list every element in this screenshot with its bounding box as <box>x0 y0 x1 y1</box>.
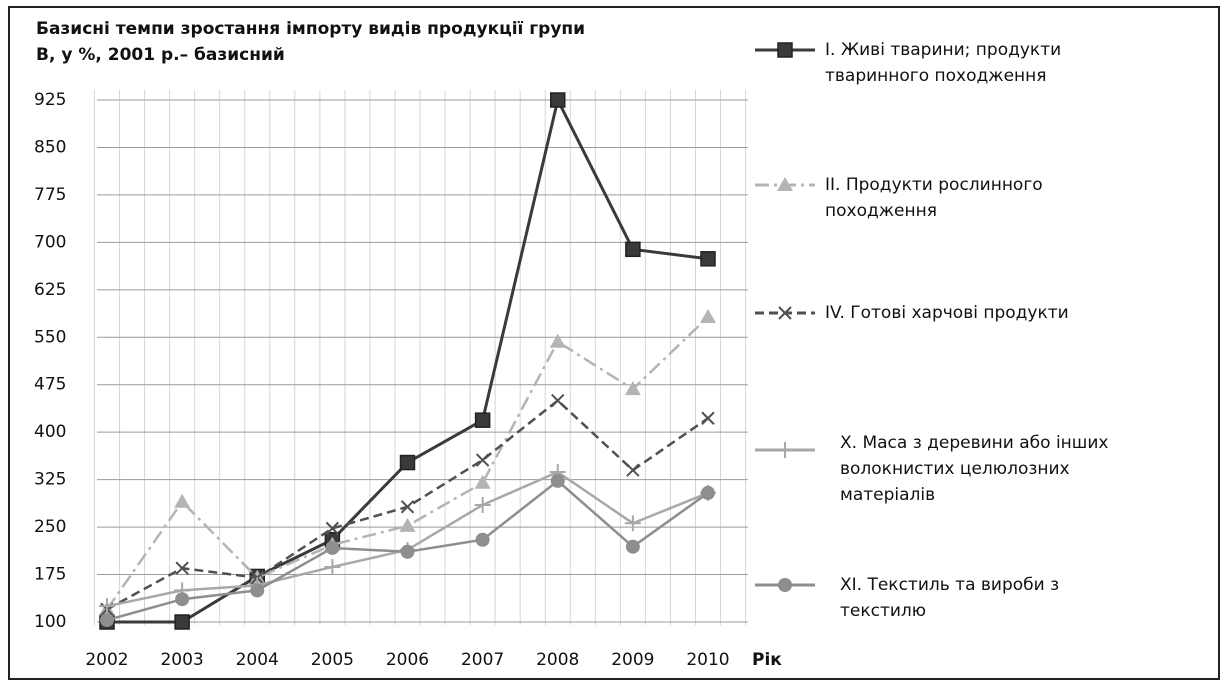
marker <box>777 442 793 458</box>
marker <box>778 306 792 320</box>
chart-title: Базисні темпи зростання імпорту видів пр… <box>36 19 586 65</box>
frame <box>8 6 1220 680</box>
y-tick-label: 925 <box>34 90 66 110</box>
y-tick-label: 325 <box>34 470 66 490</box>
marker <box>625 241 641 258</box>
y-tick-label: 175 <box>34 565 66 585</box>
marker <box>250 583 265 598</box>
legend-label: IV. Готові харчові продукти <box>825 303 1069 323</box>
marker <box>400 544 415 559</box>
legend-label: I. Живі тварини; продукти тваринного пох… <box>825 40 1062 86</box>
marker <box>475 453 490 467</box>
marker <box>625 539 640 554</box>
marker <box>475 532 490 547</box>
series-line <box>106 470 709 608</box>
marker <box>399 454 416 471</box>
x-tick-label: 2005 <box>311 650 354 670</box>
marker <box>624 515 641 532</box>
marker <box>777 177 793 191</box>
marker <box>100 613 114 628</box>
marker <box>175 592 190 607</box>
marker <box>624 381 641 396</box>
marker <box>700 251 716 267</box>
x-tick-label: 2006 <box>386 650 429 670</box>
marker <box>474 474 491 489</box>
marker <box>325 521 340 536</box>
legend-label: X. Маса з деревини або інших волокнистих… <box>840 433 1109 505</box>
y-tick-label: 550 <box>34 327 66 347</box>
x-tick-label: 2002 <box>85 650 128 670</box>
y-tick-label: 475 <box>34 375 66 395</box>
x-tick-label: 2003 <box>160 650 203 670</box>
marker <box>701 485 715 500</box>
marker <box>400 500 415 514</box>
marker <box>551 393 565 408</box>
y-tick-label: 625 <box>34 280 66 300</box>
x-tick-label: 2007 <box>461 650 504 670</box>
marker <box>701 411 715 425</box>
x-tick-label: 2010 <box>686 650 729 670</box>
y-tick-label: 400 <box>34 422 66 442</box>
marker <box>324 558 341 575</box>
marker <box>626 463 640 477</box>
marker <box>700 309 716 324</box>
marker <box>399 517 416 532</box>
x-tick-label: 2009 <box>611 650 654 670</box>
marker <box>474 496 491 513</box>
legend-label: II. Продукти рослинного походження <box>825 175 1043 221</box>
marker <box>777 42 793 58</box>
y-tick-label: 850 <box>34 137 66 157</box>
y-tick-label: 100 <box>34 612 66 632</box>
legend-label: XI. Текстиль та вироби з текстилю <box>840 575 1060 621</box>
marker <box>778 578 792 592</box>
y-tick-label: 775 <box>34 185 66 205</box>
marker <box>550 473 565 488</box>
x-tick-label: 2004 <box>236 650 279 670</box>
marker <box>175 561 189 575</box>
marker <box>325 540 340 555</box>
y-tick-label: 250 <box>34 517 66 537</box>
y-tick-label: 700 <box>34 232 66 252</box>
marker <box>550 92 566 108</box>
marker <box>99 598 115 615</box>
marker <box>474 412 491 428</box>
x-axis-label: Рік <box>752 650 782 670</box>
marker <box>549 333 566 348</box>
marker <box>174 493 191 508</box>
x-tick-label: 2008 <box>536 650 579 670</box>
marker <box>174 614 190 630</box>
